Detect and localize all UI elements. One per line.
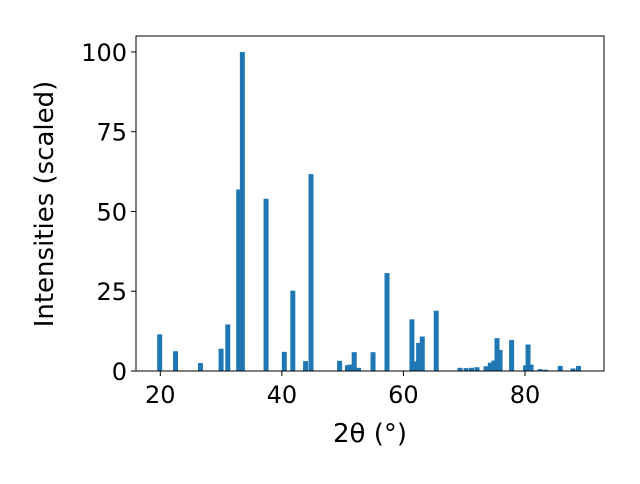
bar: [433, 310, 439, 371]
bar: [525, 344, 531, 371]
x-tick-label: 60: [388, 381, 419, 409]
y-tick-label: 25: [96, 278, 127, 306]
x-tick-label: 40: [267, 381, 298, 409]
bar: [218, 348, 224, 371]
y-axis: 0 25 50 75 100: [81, 39, 136, 386]
bar: [483, 366, 489, 371]
bar: [157, 334, 163, 371]
bar: [290, 290, 296, 371]
bar: [487, 362, 493, 371]
bar: [197, 363, 203, 371]
bar: [528, 364, 534, 371]
bar: [384, 273, 390, 371]
bar: [347, 364, 353, 371]
bar: [337, 360, 343, 371]
bar: [543, 369, 549, 371]
bars-group: [157, 51, 581, 371]
bar: [303, 361, 309, 371]
bar: [308, 174, 314, 371]
bar: [575, 365, 581, 371]
x-tick-label: 80: [510, 381, 541, 409]
bar: [570, 368, 576, 371]
bar: [263, 198, 269, 371]
bar: [236, 189, 242, 371]
bar: [457, 367, 463, 371]
bar: [412, 361, 418, 371]
bar: [491, 360, 497, 371]
y-tick-label: 100: [81, 39, 127, 67]
x-axis: 20 40 60 80: [145, 371, 540, 409]
x-axis-label: 2θ (°): [333, 419, 407, 449]
bar: [355, 367, 361, 371]
x-tick-label: 20: [145, 381, 176, 409]
bar: [173, 351, 179, 371]
bar: [463, 368, 469, 371]
bar: [497, 349, 503, 371]
bar: [474, 367, 480, 371]
bar: [419, 336, 425, 371]
bar: [370, 352, 376, 371]
axes-frame: [135, 35, 605, 372]
y-tick-label: 0: [112, 358, 127, 386]
bar: [469, 367, 474, 371]
bar: [409, 319, 415, 371]
bar: [557, 365, 563, 371]
bar: [225, 324, 231, 371]
bar: [351, 352, 357, 371]
bar: [509, 340, 515, 371]
bar: [494, 338, 500, 371]
y-axis-label: Intensities (scaled): [30, 81, 60, 328]
bar: [416, 342, 422, 371]
bar: [281, 351, 287, 371]
y-tick-label: 75: [96, 119, 127, 147]
bar: [537, 369, 543, 371]
bar: [239, 51, 245, 371]
y-tick-label: 50: [96, 198, 127, 226]
